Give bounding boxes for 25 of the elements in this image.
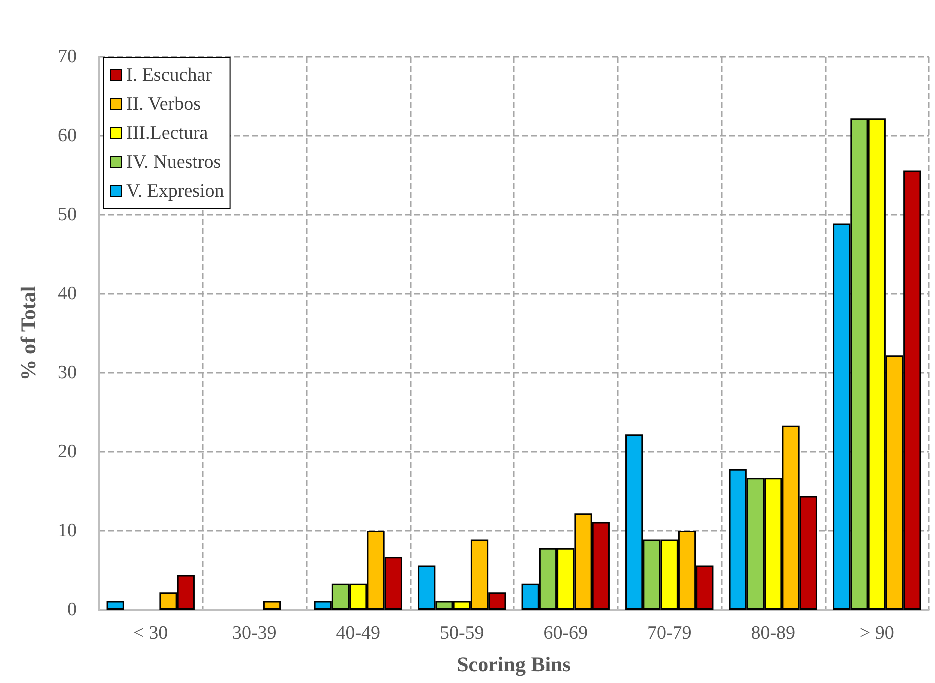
x-tick-label: 50-59 bbox=[440, 623, 484, 644]
x-tick-label: > 90 bbox=[860, 623, 894, 644]
x-tick-label: 70-79 bbox=[647, 623, 692, 644]
x-tick-label: 60-69 bbox=[544, 623, 588, 644]
x-tick-label: 40-49 bbox=[336, 623, 381, 644]
y-tick-label: 20 bbox=[58, 442, 77, 462]
legend-label: V. Expresion bbox=[126, 181, 225, 202]
legend-label: III.Lectura bbox=[126, 123, 209, 144]
y-tick-label: 0 bbox=[68, 600, 77, 620]
legend-label: IV. Nuestros bbox=[126, 152, 222, 173]
y-tick-label: 50 bbox=[58, 204, 77, 226]
y-tick-label: 40 bbox=[58, 284, 77, 304]
y-tick-label: 30 bbox=[58, 362, 77, 384]
legend-label: II. Verbos bbox=[126, 94, 202, 115]
x-tick-label: < 30 bbox=[134, 623, 168, 644]
legend-label: I. Escuchar bbox=[126, 65, 213, 86]
bar bbox=[263, 601, 282, 610]
x-axis-title: Scoring Bins bbox=[457, 652, 571, 676]
x-tick-label: 30-39 bbox=[232, 623, 277, 644]
y-tick-label: 10 bbox=[58, 520, 77, 542]
y-axis-title: % of Total bbox=[16, 286, 40, 381]
y-tick-label: 70 bbox=[58, 46, 77, 68]
bar bbox=[106, 601, 124, 610]
x-tick-label: 80-89 bbox=[751, 623, 796, 644]
y-tick-label: 60 bbox=[58, 126, 77, 146]
